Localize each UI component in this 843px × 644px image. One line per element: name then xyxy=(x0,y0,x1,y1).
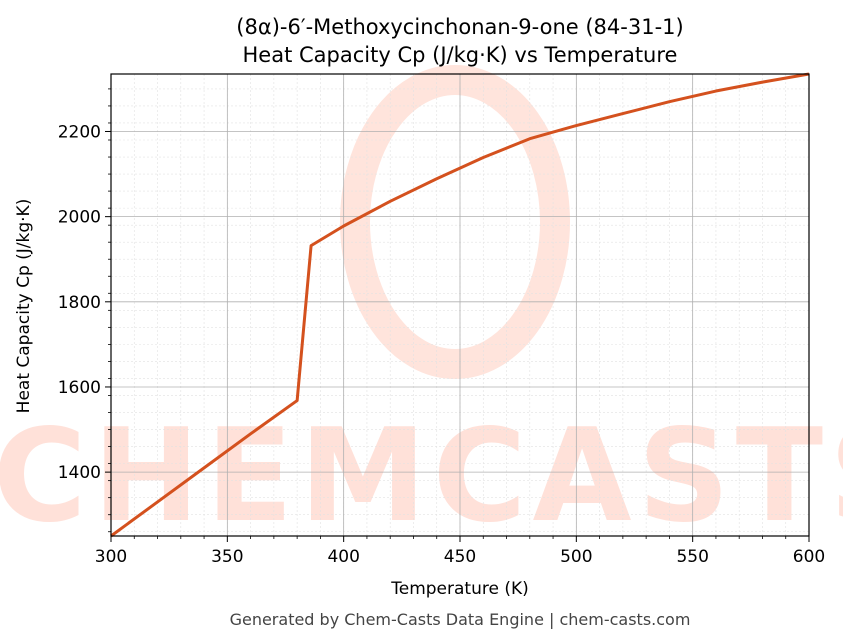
y-axis-label: Heat Capacity Cp (J/kg·K) xyxy=(14,199,34,414)
y-axis-ticks: 1400 1600 1800 2000 2200 xyxy=(58,88,111,533)
y-tick-label: 2000 xyxy=(58,208,101,228)
chart-subtitle: Heat Capacity Cp (J/kg·K) vs Temperature xyxy=(243,43,678,67)
x-tick-label: 600 xyxy=(793,547,825,567)
x-axis-ticks: 300 350 400 450 500 550 600 xyxy=(95,536,825,567)
x-tick-label: 350 xyxy=(211,547,243,567)
x-tick-label: 500 xyxy=(560,547,592,567)
x-tick-label: 400 xyxy=(327,547,359,567)
y-tick-label: 1600 xyxy=(58,378,101,398)
y-tick-label: 1400 xyxy=(58,463,101,483)
major-grid xyxy=(110,74,810,536)
y-tick-label: 2200 xyxy=(58,122,101,142)
watermark-text: CHEMCASTS xyxy=(0,402,843,551)
y-tick-label: 1800 xyxy=(58,293,101,313)
footer-credit: Generated by Chem-Casts Data Engine | ch… xyxy=(230,610,691,629)
x-tick-label: 300 xyxy=(95,547,127,567)
series-line-cp xyxy=(110,72,810,538)
chart-title: (8α)-6′-Methoxycinchonan-9-one (84-31-1) xyxy=(236,15,683,39)
x-tick-label: 450 xyxy=(444,547,476,567)
x-axis-label: Temperature (K) xyxy=(390,579,529,599)
x-tick-label: 550 xyxy=(676,547,708,567)
series-layer xyxy=(110,72,810,538)
watermark-logo: CHEMCASTS xyxy=(0,65,843,551)
